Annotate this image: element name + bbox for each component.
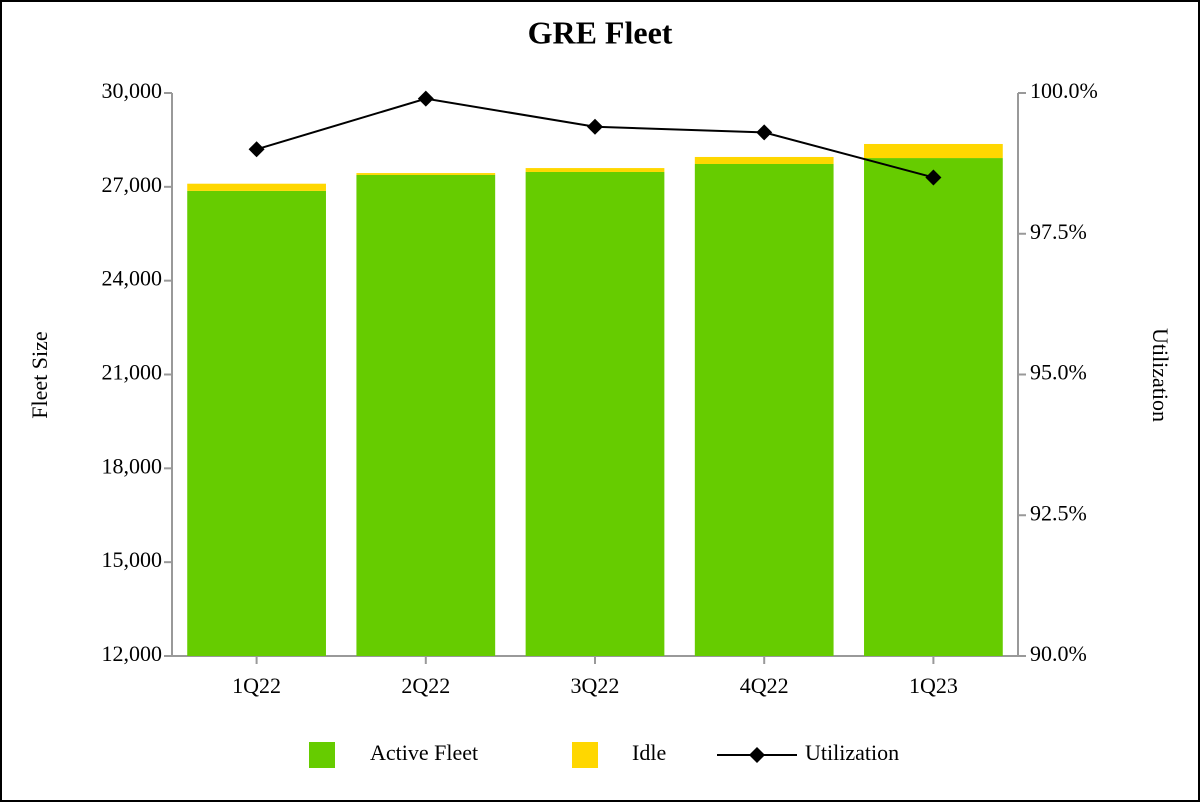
bar bbox=[356, 174, 496, 656]
y2-tick-label: 90.0% bbox=[1030, 641, 1087, 666]
bar bbox=[187, 183, 326, 191]
point bbox=[248, 141, 265, 158]
y2-tick-label: 100.0% bbox=[1030, 78, 1098, 103]
y-tick-label: 27,000 bbox=[102, 172, 163, 197]
x-tick-label: 1Q22 bbox=[232, 673, 281, 698]
x-tick-label: 4Q22 bbox=[740, 673, 789, 698]
bar bbox=[864, 158, 1003, 656]
y-tick-label: 12,000 bbox=[102, 641, 163, 666]
y-tick-label: 30,000 bbox=[102, 78, 163, 103]
x-tick-label: 3Q22 bbox=[571, 673, 620, 698]
y2-tick-label: 97.5% bbox=[1030, 219, 1087, 244]
bar bbox=[864, 143, 1003, 159]
y2-tick-label: 92.5% bbox=[1030, 500, 1087, 525]
legend-swatch bbox=[749, 747, 765, 763]
y-tick-label: 24,000 bbox=[102, 266, 163, 291]
legend-swatch bbox=[309, 742, 335, 768]
point bbox=[417, 90, 434, 107]
y2-tick-label: 95.0% bbox=[1030, 360, 1087, 385]
y-axis-label: Fleet Size bbox=[27, 331, 52, 418]
point bbox=[587, 118, 603, 135]
legend-swatch bbox=[572, 742, 598, 768]
bar bbox=[694, 164, 834, 656]
point bbox=[756, 124, 773, 141]
bar bbox=[356, 173, 496, 175]
legend-label: Utilization bbox=[805, 740, 899, 765]
bar bbox=[694, 156, 834, 165]
x-tick-label: 1Q23 bbox=[909, 673, 958, 698]
bar bbox=[525, 168, 665, 172]
point bbox=[925, 169, 942, 186]
bar bbox=[187, 190, 326, 656]
y-tick-label: 18,000 bbox=[102, 453, 163, 478]
legend-label: Active Fleet bbox=[370, 740, 478, 765]
legend-label: Idle bbox=[632, 740, 666, 765]
y-tick-label: 21,000 bbox=[102, 360, 163, 385]
bar bbox=[525, 171, 665, 657]
y-tick-label: 15,000 bbox=[102, 547, 163, 572]
y2-axis-label: Utilization bbox=[1148, 328, 1173, 422]
x-tick-label: 2Q22 bbox=[401, 673, 450, 698]
chart-title: GRE Fleet bbox=[528, 14, 673, 50]
